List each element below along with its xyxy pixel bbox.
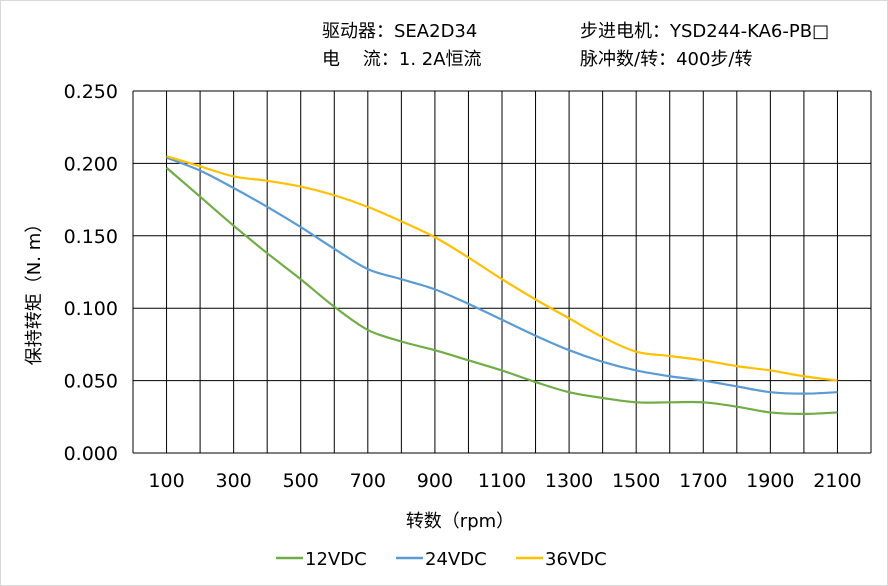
legend-label-36VDC: 36VDC <box>545 549 607 570</box>
y-tick-label: 0.000 <box>64 443 118 465</box>
y-tick-label: 0.250 <box>64 81 118 103</box>
y-tick-label: 0.200 <box>64 153 118 175</box>
x-tick-label: 700 <box>350 470 386 492</box>
y-axis-label: 保持转矩（N. m） <box>24 215 45 365</box>
x-tick-label: 1100 <box>478 470 526 492</box>
x-tick-label: 1700 <box>679 470 727 492</box>
x-tick-label: 900 <box>417 470 453 492</box>
x-axis-label: 转数（rpm） <box>406 511 514 532</box>
series-line-24VDC <box>166 156 838 395</box>
legend-label-12VDC: 12VDC <box>305 549 367 570</box>
x-tick-label: 1300 <box>545 470 593 492</box>
pulses-label: 脉冲数/转：400步/转 <box>580 49 753 70</box>
series-line-36VDC <box>166 155 838 382</box>
legend-label-24VDC: 24VDC <box>425 549 487 570</box>
series-line-12VDC <box>165 166 838 416</box>
x-tick-label: 100 <box>148 470 184 492</box>
x-tick-label: 500 <box>283 470 319 492</box>
motor-label: 步进电机：YSD244-KA6-PB□ <box>580 21 830 42</box>
y-tick-label: 0.100 <box>64 298 118 320</box>
y-tick-label: 0.150 <box>64 226 118 248</box>
x-tick-label: 1500 <box>612 470 660 492</box>
y-tick-label: 0.050 <box>64 371 118 393</box>
x-tick-label: 300 <box>216 470 252 492</box>
x-tick-label: 2100 <box>813 470 861 492</box>
current-label: 电 流：1. 2A恒流 <box>322 49 482 70</box>
x-tick-label: 1900 <box>746 470 794 492</box>
driver-label: 驱动器：SEA2D34 <box>322 21 478 42</box>
